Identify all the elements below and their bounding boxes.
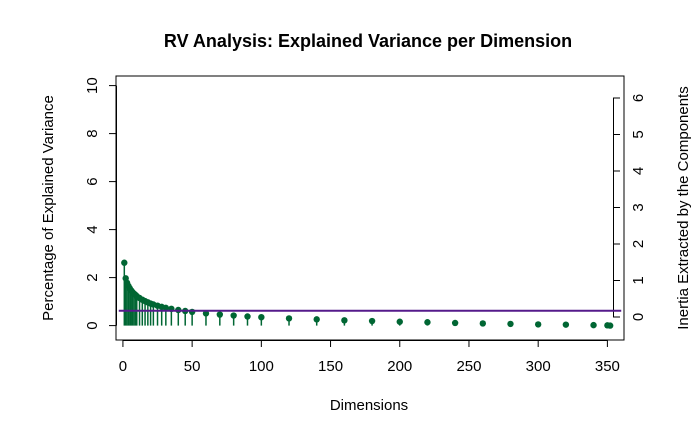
x-tick-label: 150 — [318, 358, 343, 375]
data-point — [313, 316, 320, 323]
y2-tick-label: 0 — [630, 313, 647, 321]
chart-title: RV Analysis: Explained Variance per Dime… — [164, 31, 572, 51]
y-tick-label: 0 — [84, 321, 101, 329]
data-point — [507, 320, 514, 328]
data-point — [285, 315, 293, 322]
y2-tick-label: 3 — [630, 203, 647, 211]
y-tick-label: 2 — [84, 273, 101, 281]
data-points — [121, 259, 614, 329]
data-point — [258, 314, 265, 321]
y2-axis-label: Inertia Extracted by the Components — [675, 86, 692, 329]
y2-axis: 0 1 2 3 4 5 6 — [613, 94, 647, 321]
data-point — [479, 320, 487, 327]
data-point — [162, 304, 170, 312]
x-tick-label: 0 — [119, 358, 127, 375]
data-point — [590, 321, 597, 329]
x-axis: 0 50 100 150 200 250 300 350 — [119, 340, 620, 375]
y-axis-label: Percentage of Explained Variance — [40, 95, 57, 321]
y2-tick-label: 1 — [630, 276, 647, 284]
x-tick-label: 300 — [526, 358, 551, 375]
y2-tick-label: 5 — [630, 130, 647, 138]
y-tick-label: 6 — [84, 177, 101, 185]
y-tick-label: 8 — [84, 129, 101, 137]
data-point — [216, 311, 224, 318]
x-tick-label: 200 — [387, 358, 412, 375]
data-point — [188, 308, 196, 316]
data-point — [534, 321, 542, 328]
y2-tick-label: 2 — [630, 240, 647, 248]
data-point — [562, 321, 570, 328]
data-point — [230, 312, 237, 319]
data-point — [396, 318, 403, 325]
x-tick-label: 100 — [249, 358, 274, 375]
y2-tick-label: 6 — [630, 94, 647, 102]
data-lines — [123, 262, 609, 326]
data-point — [121, 259, 128, 266]
data-point — [202, 310, 210, 317]
data-point — [341, 317, 348, 324]
y-tick-label: 10 — [84, 77, 101, 94]
plot-frame — [115, 75, 625, 341]
data-point — [368, 317, 376, 325]
y-tick-label: 4 — [84, 225, 101, 233]
y-axis: 0 2 4 6 8 10 — [84, 77, 117, 330]
x-tick-label: 50 — [184, 358, 201, 375]
y2-tick-label: 4 — [630, 167, 647, 175]
x-axis-label: Dimensions — [330, 397, 408, 414]
data-point — [606, 322, 614, 329]
data-point — [451, 319, 459, 327]
data-point — [424, 319, 431, 326]
data-point — [244, 313, 251, 320]
x-tick-label: 250 — [456, 358, 481, 375]
x-tick-label: 350 — [595, 358, 620, 375]
